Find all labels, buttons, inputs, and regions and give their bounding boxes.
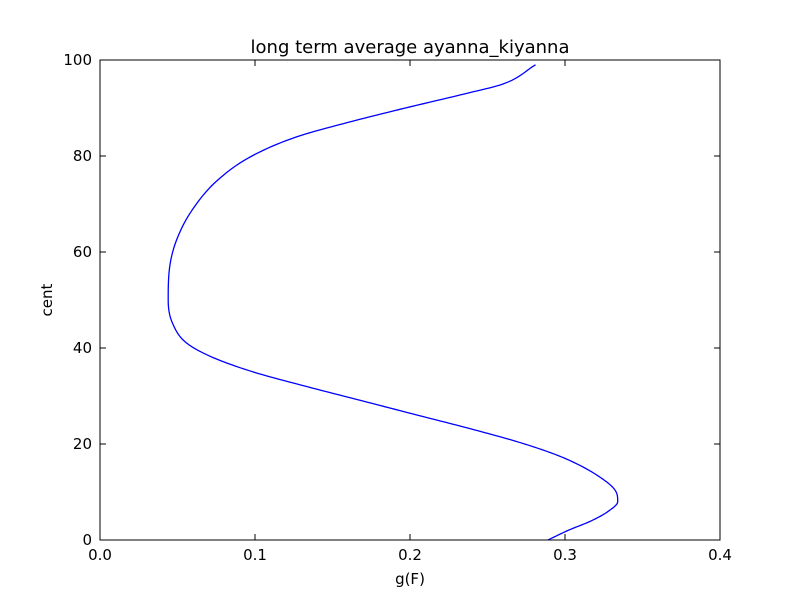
x-tick-label: 0.2 [398, 546, 422, 564]
data-line [167, 64, 619, 541]
y-axis-label: cent [38, 283, 56, 316]
y-tick-label: 20 [73, 435, 92, 453]
x-tick-label: 0.0 [88, 546, 112, 564]
x-tick-label: 0.4 [708, 546, 732, 564]
y-tick-label: 0 [82, 531, 92, 549]
x-tick-label: 0.3 [553, 546, 577, 564]
plot-area: 0.0 0.1 0.2 0.3 0.4 0 20 40 60 80 100 [63, 51, 732, 564]
y-tick-label: 40 [73, 339, 92, 357]
y-tick-label: 60 [73, 243, 92, 261]
y-tick-label: 100 [63, 51, 92, 69]
y-tick-label: 80 [73, 147, 92, 165]
x-tick-label: 0.1 [243, 546, 267, 564]
x-axis-label: g(F) [395, 570, 425, 588]
chart-title: long term average ayanna_kiyanna [251, 37, 570, 58]
